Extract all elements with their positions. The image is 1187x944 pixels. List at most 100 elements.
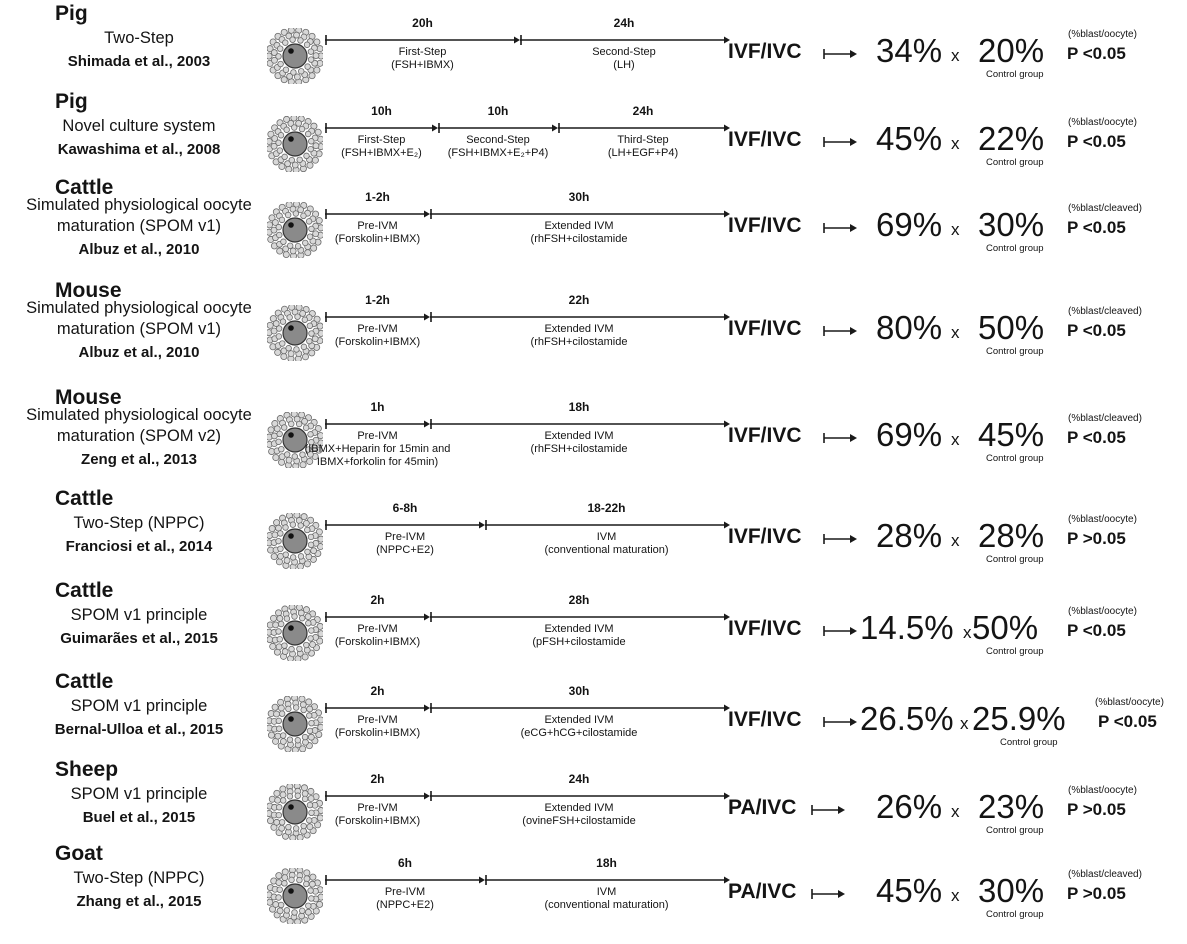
cumulus-cell xyxy=(291,161,299,169)
cumulus-cell xyxy=(271,219,279,226)
cumulus-cell xyxy=(275,139,282,146)
result-arrow xyxy=(823,433,857,443)
cumulus-cell xyxy=(306,817,313,824)
species-label: Cattle xyxy=(55,579,114,602)
cumulus-cell xyxy=(283,451,291,458)
protocol-timeline xyxy=(325,703,730,713)
oocyte-illustration xyxy=(267,605,323,661)
cumulus-cell xyxy=(267,221,274,229)
stage-arrowhead xyxy=(724,613,730,621)
species-label: Pig xyxy=(55,2,88,25)
result-arrowhead xyxy=(850,434,857,442)
cumulus-cell xyxy=(308,330,315,337)
result-arrowhead xyxy=(850,327,857,335)
stage-name: Extended IVM xyxy=(544,430,614,442)
cumulus-cell xyxy=(305,218,313,225)
cumulus-cell xyxy=(281,880,288,887)
method-label: SPOM v1 principle xyxy=(70,606,208,624)
oocyte-nucleus xyxy=(288,804,294,810)
versus-separator: x xyxy=(951,531,960,550)
cumulus-cell xyxy=(299,907,306,915)
cumulus-cell xyxy=(289,554,297,561)
stage-name: First-Step xyxy=(357,134,406,146)
cumulus-cell xyxy=(288,156,295,164)
cumulus-cell xyxy=(275,628,282,635)
cumulus-cell xyxy=(312,142,320,150)
stage-duration: 22h xyxy=(568,293,590,307)
cumulus-cell xyxy=(289,205,297,213)
stage-arrowhead xyxy=(479,876,485,884)
reference-label: Zhang et al., 2015 xyxy=(76,893,202,910)
protocol-timeline xyxy=(325,875,730,885)
cumulus-cell xyxy=(275,438,282,445)
versus-separator: x xyxy=(951,134,960,153)
cumulus-cell xyxy=(307,733,315,741)
assay-label: PA/IVC xyxy=(728,880,797,903)
p-value: P <0.05 xyxy=(1067,621,1126,640)
control-percentage: 50% xyxy=(978,309,1045,346)
cumulus-cell xyxy=(291,124,298,131)
control-percentage: 30% xyxy=(978,206,1045,243)
cumulus-cell xyxy=(300,343,308,351)
oocyte-illustration xyxy=(267,28,323,84)
cumulus-cell xyxy=(276,247,284,255)
stage-detail: (LH+EGF+P4) xyxy=(607,147,679,159)
cumulus-cell xyxy=(277,901,285,909)
treatment-percentage: 45% xyxy=(876,872,943,909)
method-label: SPOM v1 principle xyxy=(70,785,208,803)
stage-detail: (conventional maturation) xyxy=(544,899,669,911)
stage-duration: 10h xyxy=(371,104,392,118)
cumulus-cell xyxy=(283,126,290,133)
cumulus-cell xyxy=(296,156,303,164)
cumulus-cell xyxy=(277,60,284,68)
cumulus-cell xyxy=(316,900,323,908)
stage-detail: (Forskolin+IBMX) xyxy=(334,233,421,245)
study-row: Goat Two-Step (NPPC) Zhang et al., 2015 6h P… xyxy=(0,842,1187,932)
method-label: Two-Step (NPPC) xyxy=(73,514,205,532)
cumulus-cell xyxy=(268,214,276,222)
stage-name: Extended IVM xyxy=(544,220,614,232)
cumulus-cell xyxy=(284,211,292,219)
cumulus-cell xyxy=(291,613,298,620)
cumulus-cell xyxy=(297,553,305,560)
cumulus-cell xyxy=(270,226,278,234)
cumulus-cell xyxy=(294,792,302,799)
cumulus-cell xyxy=(302,606,310,614)
cumulus-cell xyxy=(276,147,284,154)
cumulus-cell xyxy=(301,795,309,803)
cumulus-cell xyxy=(302,519,310,527)
stage-detail: (Forskolin+IBMX) xyxy=(334,727,421,739)
stage-arrowhead xyxy=(424,210,430,218)
cumulus-cell xyxy=(308,438,315,446)
cumulus-cell xyxy=(304,613,312,620)
control-percentage: 20% xyxy=(978,32,1045,69)
cumulus-cell xyxy=(311,444,318,452)
cumulus-cell xyxy=(275,53,282,60)
stage-detail: (NPPC+E2) xyxy=(376,899,434,911)
stage-duration: 18-22h xyxy=(587,501,626,515)
cumulus-cell xyxy=(290,116,298,122)
cumulus-cell xyxy=(290,69,297,76)
cumulus-cell xyxy=(280,238,287,245)
stage-name: Pre-IVM xyxy=(384,531,426,543)
result-arrow xyxy=(823,326,857,336)
stage-arrowhead xyxy=(424,704,430,712)
control-group-label: Control group xyxy=(986,909,1044,920)
control-percentage: 22% xyxy=(978,120,1045,157)
cumulus-cell xyxy=(300,822,307,830)
control-group-label: Control group xyxy=(986,157,1044,168)
stage-duration: 2h xyxy=(370,772,385,786)
stage-detail: (ovineFSH+cilostamide xyxy=(522,815,636,827)
protocol-timeline xyxy=(325,312,730,322)
stage-name: Pre-IVM xyxy=(357,430,398,442)
cumulus-cell xyxy=(282,245,290,253)
cumulus-cell xyxy=(275,717,282,725)
cumulus-cell xyxy=(307,431,314,438)
stage-name: Extended IVM xyxy=(544,802,614,814)
stage-arrowhead xyxy=(514,36,520,44)
stage-name: Pre-IVM xyxy=(357,623,398,635)
study-row: Pig Two-Step Shimada et al., 2003 20h First-… xyxy=(0,2,1187,92)
cumulus-cell xyxy=(270,142,278,150)
cumulus-cell xyxy=(292,210,300,217)
cumulus-cell xyxy=(309,641,316,648)
